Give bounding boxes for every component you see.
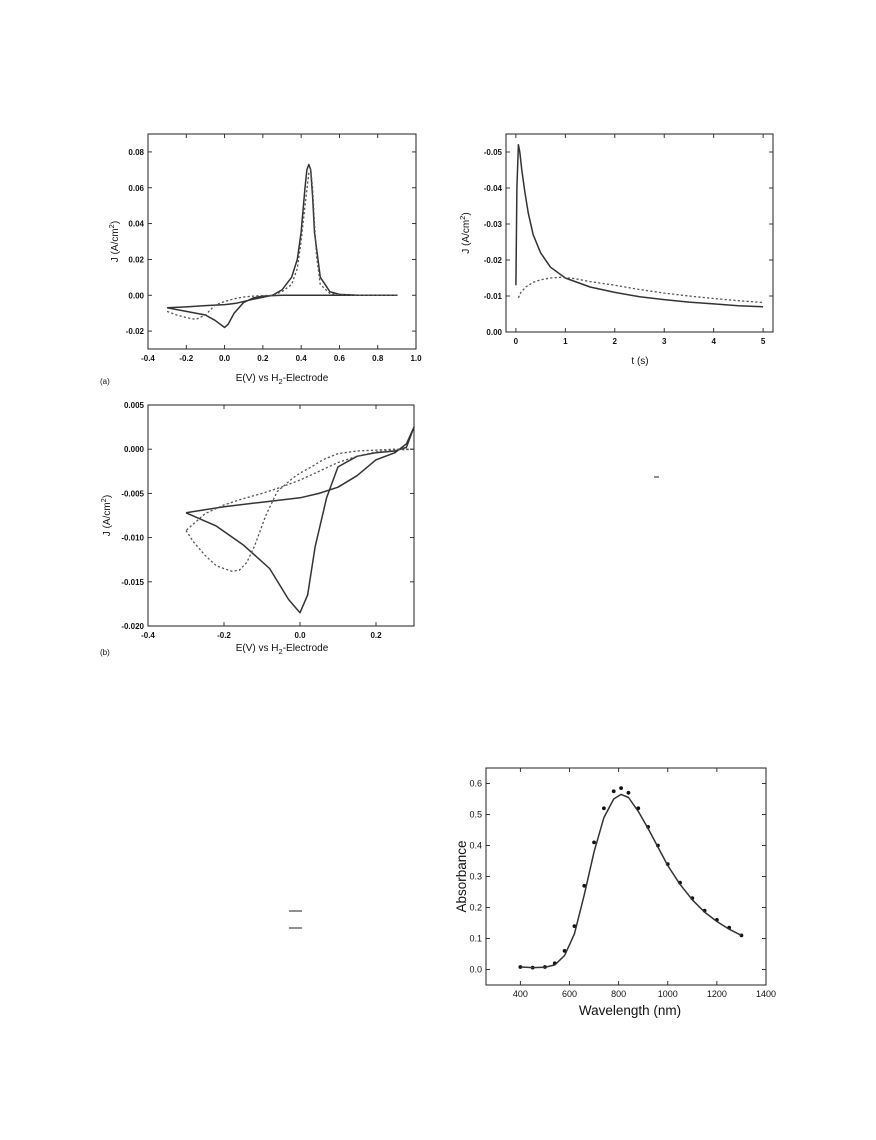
x-tick-label: 1000 — [658, 989, 678, 999]
y-axis-label: J (A/cm2) — [107, 221, 121, 262]
x-tick-label: -0.4 — [141, 631, 155, 640]
y-tick-label: -0.005 — [121, 489, 144, 498]
y-tick-label: 0.00 — [486, 328, 502, 337]
x-tick-label: 0.0 — [294, 631, 306, 640]
chart-cv-b: -0.4 -0.2 0.0 0.2 -0.020 -0.015 -0.010 -0.005 0.… — [99, 401, 415, 656]
series-line-dotted — [166, 169, 397, 321]
y-tick-label: -0.02 — [484, 256, 503, 265]
plot-frame-cv-a — [147, 133, 417, 350]
y-tick-label: -0.05 — [484, 148, 503, 157]
x-tick-label: 0.0 — [219, 354, 231, 363]
series-line-solid — [185, 426, 415, 614]
chart-absorbance: 400 600 800 1000 1200 1400 0.0 0.1 0.2 0.3 0.4 0.5 0… — [454, 768, 776, 1018]
x-axis-label: E(V) vs H2-Electrode — [236, 373, 329, 386]
x-tick-label: 0.2 — [370, 631, 382, 640]
y-tick-label: 0.000 — [124, 445, 145, 454]
y-axis-label: J (A/cm2) — [458, 212, 472, 253]
x-tick-label: 0.6 — [334, 354, 346, 363]
x-tick-label: 5 — [761, 337, 766, 346]
x-tick-label: 0.8 — [372, 354, 384, 363]
y-tick-label: -0.03 — [484, 220, 503, 229]
y-tick-label: 0.005 — [124, 401, 145, 410]
y-axis-label: J (A/cm2) — [99, 495, 113, 536]
data-point — [592, 840, 596, 845]
panel-label-a: (a) — [100, 377, 110, 386]
y-tick-label: 0.04 — [128, 220, 144, 229]
y-tick-label: -0.01 — [484, 292, 503, 301]
data-point — [518, 965, 523, 969]
x-tick-label: 400 — [513, 989, 528, 999]
plot-frame-cv-b — [147, 404, 415, 627]
series-line-solid — [520, 793, 742, 969]
data-point — [619, 786, 623, 791]
y-tick-label: 0.4 — [469, 841, 482, 851]
x-tick-label: 1.0 — [410, 354, 422, 363]
x-tick-label: 800 — [611, 989, 626, 999]
x-tick-label: -0.4 — [141, 354, 155, 363]
x-tick-label: 0.4 — [296, 354, 308, 363]
y-axis-label: Absorbance — [454, 840, 469, 912]
x-axis-label: Wavelength (nm) — [579, 1003, 681, 1018]
x-tick-label: 0 — [514, 337, 519, 346]
y-tick-label: 0.6 — [469, 779, 482, 789]
x-tick-label: 1200 — [707, 989, 727, 999]
series-line-solid — [166, 163, 398, 329]
y-tick-label: -0.02 — [126, 327, 145, 336]
y-tick-label: 0.0 — [469, 965, 482, 975]
x-tick-label: 0.2 — [257, 354, 269, 363]
x-tick-label: -0.2 — [217, 631, 231, 640]
y-tick-label: 0.1 — [469, 934, 482, 944]
y-tick-label: 0.02 — [128, 255, 144, 264]
y-tick-label: 0.08 — [128, 148, 144, 157]
data-point — [601, 806, 606, 811]
x-tick-label: -0.2 — [179, 354, 193, 363]
y-tick-label: 0.06 — [128, 184, 144, 193]
y-tick-label: 0.2 — [469, 903, 482, 913]
x-axis-label: E(V) vs H2-Electrode — [236, 643, 329, 656]
y-tick-label: -0.04 — [484, 184, 503, 193]
x-tick-label: 3 — [662, 337, 667, 346]
x-axis-label: t (s) — [631, 356, 648, 367]
x-tick-label: 2 — [613, 337, 618, 346]
x-tick-label: 1 — [563, 337, 568, 346]
series-line-dotted — [185, 448, 415, 572]
data-point — [611, 789, 616, 794]
x-tick-label: 1400 — [756, 989, 776, 999]
x-tick-label: 4 — [711, 337, 716, 346]
y-tick-label: 0.00 — [128, 291, 144, 300]
chart-cv-a: -0.4 -0.2 0.0 0.2 0.4 0.6 0.8 1.0 -0.02 0.00 0.02 0… — [107, 134, 422, 386]
data-point — [582, 883, 587, 888]
y-tick-label: -0.010 — [121, 534, 144, 543]
panel-label-b: (b) — [100, 648, 110, 657]
y-tick-label: 0.3 — [469, 872, 482, 882]
y-tick-label: 0.5 — [469, 810, 482, 820]
plot-frame-absorbance — [485, 767, 767, 986]
chart-chronoamperometry: 0 1 2 3 4 5 0.00 -0.01 -0.02 -0.03 -0.04 -0.05 t (s)… — [458, 134, 773, 367]
series-line-dotted — [517, 276, 764, 304]
series-line-solid — [515, 144, 764, 308]
data-point — [626, 790, 631, 795]
plot-frame-chrono — [505, 133, 774, 333]
y-tick-label: -0.015 — [121, 578, 144, 587]
x-tick-label: 600 — [562, 989, 577, 999]
y-tick-label: -0.020 — [121, 622, 144, 631]
